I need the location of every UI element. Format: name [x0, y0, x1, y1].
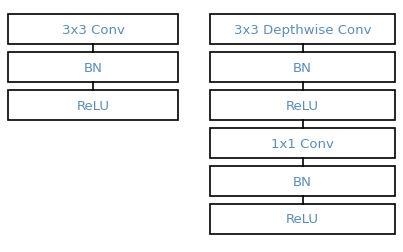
- Text: BN: BN: [293, 175, 312, 188]
- Text: 3x3 Depthwise Conv: 3x3 Depthwise Conv: [234, 23, 371, 36]
- FancyBboxPatch shape: [210, 166, 395, 196]
- Text: ReLU: ReLU: [286, 213, 319, 226]
- Text: ReLU: ReLU: [77, 99, 110, 112]
- FancyBboxPatch shape: [8, 91, 178, 120]
- Text: 3x3 Conv: 3x3 Conv: [62, 23, 125, 36]
- FancyBboxPatch shape: [8, 53, 178, 83]
- FancyBboxPatch shape: [210, 15, 395, 45]
- Text: 1x1 Conv: 1x1 Conv: [271, 137, 334, 150]
- FancyBboxPatch shape: [210, 129, 395, 158]
- Text: ReLU: ReLU: [286, 99, 319, 112]
- FancyBboxPatch shape: [210, 53, 395, 83]
- FancyBboxPatch shape: [8, 15, 178, 45]
- FancyBboxPatch shape: [210, 91, 395, 120]
- Text: BN: BN: [83, 61, 102, 74]
- Text: BN: BN: [293, 61, 312, 74]
- FancyBboxPatch shape: [210, 204, 395, 234]
